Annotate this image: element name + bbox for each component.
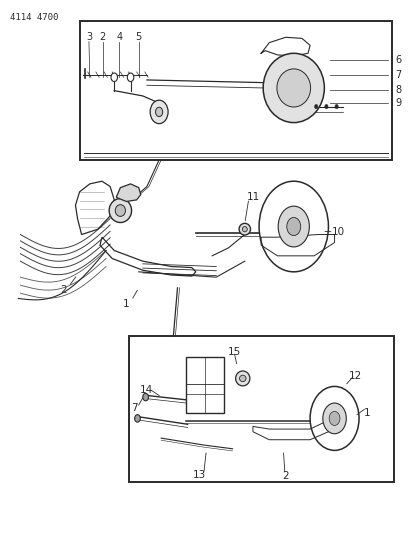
Ellipse shape bbox=[263, 53, 324, 123]
Text: 7: 7 bbox=[131, 403, 138, 413]
Circle shape bbox=[325, 104, 328, 109]
Text: 1: 1 bbox=[364, 408, 370, 418]
Ellipse shape bbox=[115, 205, 126, 216]
Text: 3: 3 bbox=[86, 33, 92, 42]
Text: 2: 2 bbox=[282, 471, 289, 481]
Ellipse shape bbox=[239, 375, 246, 382]
Text: 11: 11 bbox=[246, 192, 259, 202]
Circle shape bbox=[127, 73, 134, 82]
Text: 4: 4 bbox=[116, 33, 122, 42]
Text: 8: 8 bbox=[395, 85, 401, 94]
Circle shape bbox=[135, 415, 140, 422]
Text: 10: 10 bbox=[332, 227, 345, 237]
Text: 15: 15 bbox=[228, 347, 241, 357]
Circle shape bbox=[155, 107, 163, 117]
Circle shape bbox=[315, 104, 318, 109]
Circle shape bbox=[287, 217, 301, 236]
Ellipse shape bbox=[239, 223, 251, 235]
Circle shape bbox=[111, 73, 118, 82]
Text: 5: 5 bbox=[135, 33, 142, 42]
Text: 14: 14 bbox=[140, 385, 153, 395]
Text: 6: 6 bbox=[395, 55, 401, 64]
Bar bbox=[186, 357, 224, 413]
Circle shape bbox=[329, 411, 340, 425]
Text: 9: 9 bbox=[395, 99, 401, 108]
Text: 2: 2 bbox=[60, 286, 67, 295]
Text: 4114 4700: 4114 4700 bbox=[10, 13, 59, 22]
Circle shape bbox=[278, 206, 309, 247]
Text: 13: 13 bbox=[193, 471, 206, 480]
Bar bbox=[129, 336, 394, 482]
Text: 1: 1 bbox=[123, 299, 130, 309]
Ellipse shape bbox=[109, 199, 131, 223]
Text: 12: 12 bbox=[348, 371, 361, 381]
Bar bbox=[80, 21, 392, 160]
Circle shape bbox=[150, 100, 168, 124]
Circle shape bbox=[323, 403, 346, 434]
Circle shape bbox=[143, 393, 149, 401]
Polygon shape bbox=[116, 184, 141, 201]
Text: 2: 2 bbox=[100, 33, 106, 42]
Text: 7: 7 bbox=[395, 70, 401, 79]
Ellipse shape bbox=[277, 69, 310, 107]
Circle shape bbox=[335, 104, 338, 109]
Ellipse shape bbox=[236, 371, 250, 386]
Ellipse shape bbox=[242, 227, 247, 232]
